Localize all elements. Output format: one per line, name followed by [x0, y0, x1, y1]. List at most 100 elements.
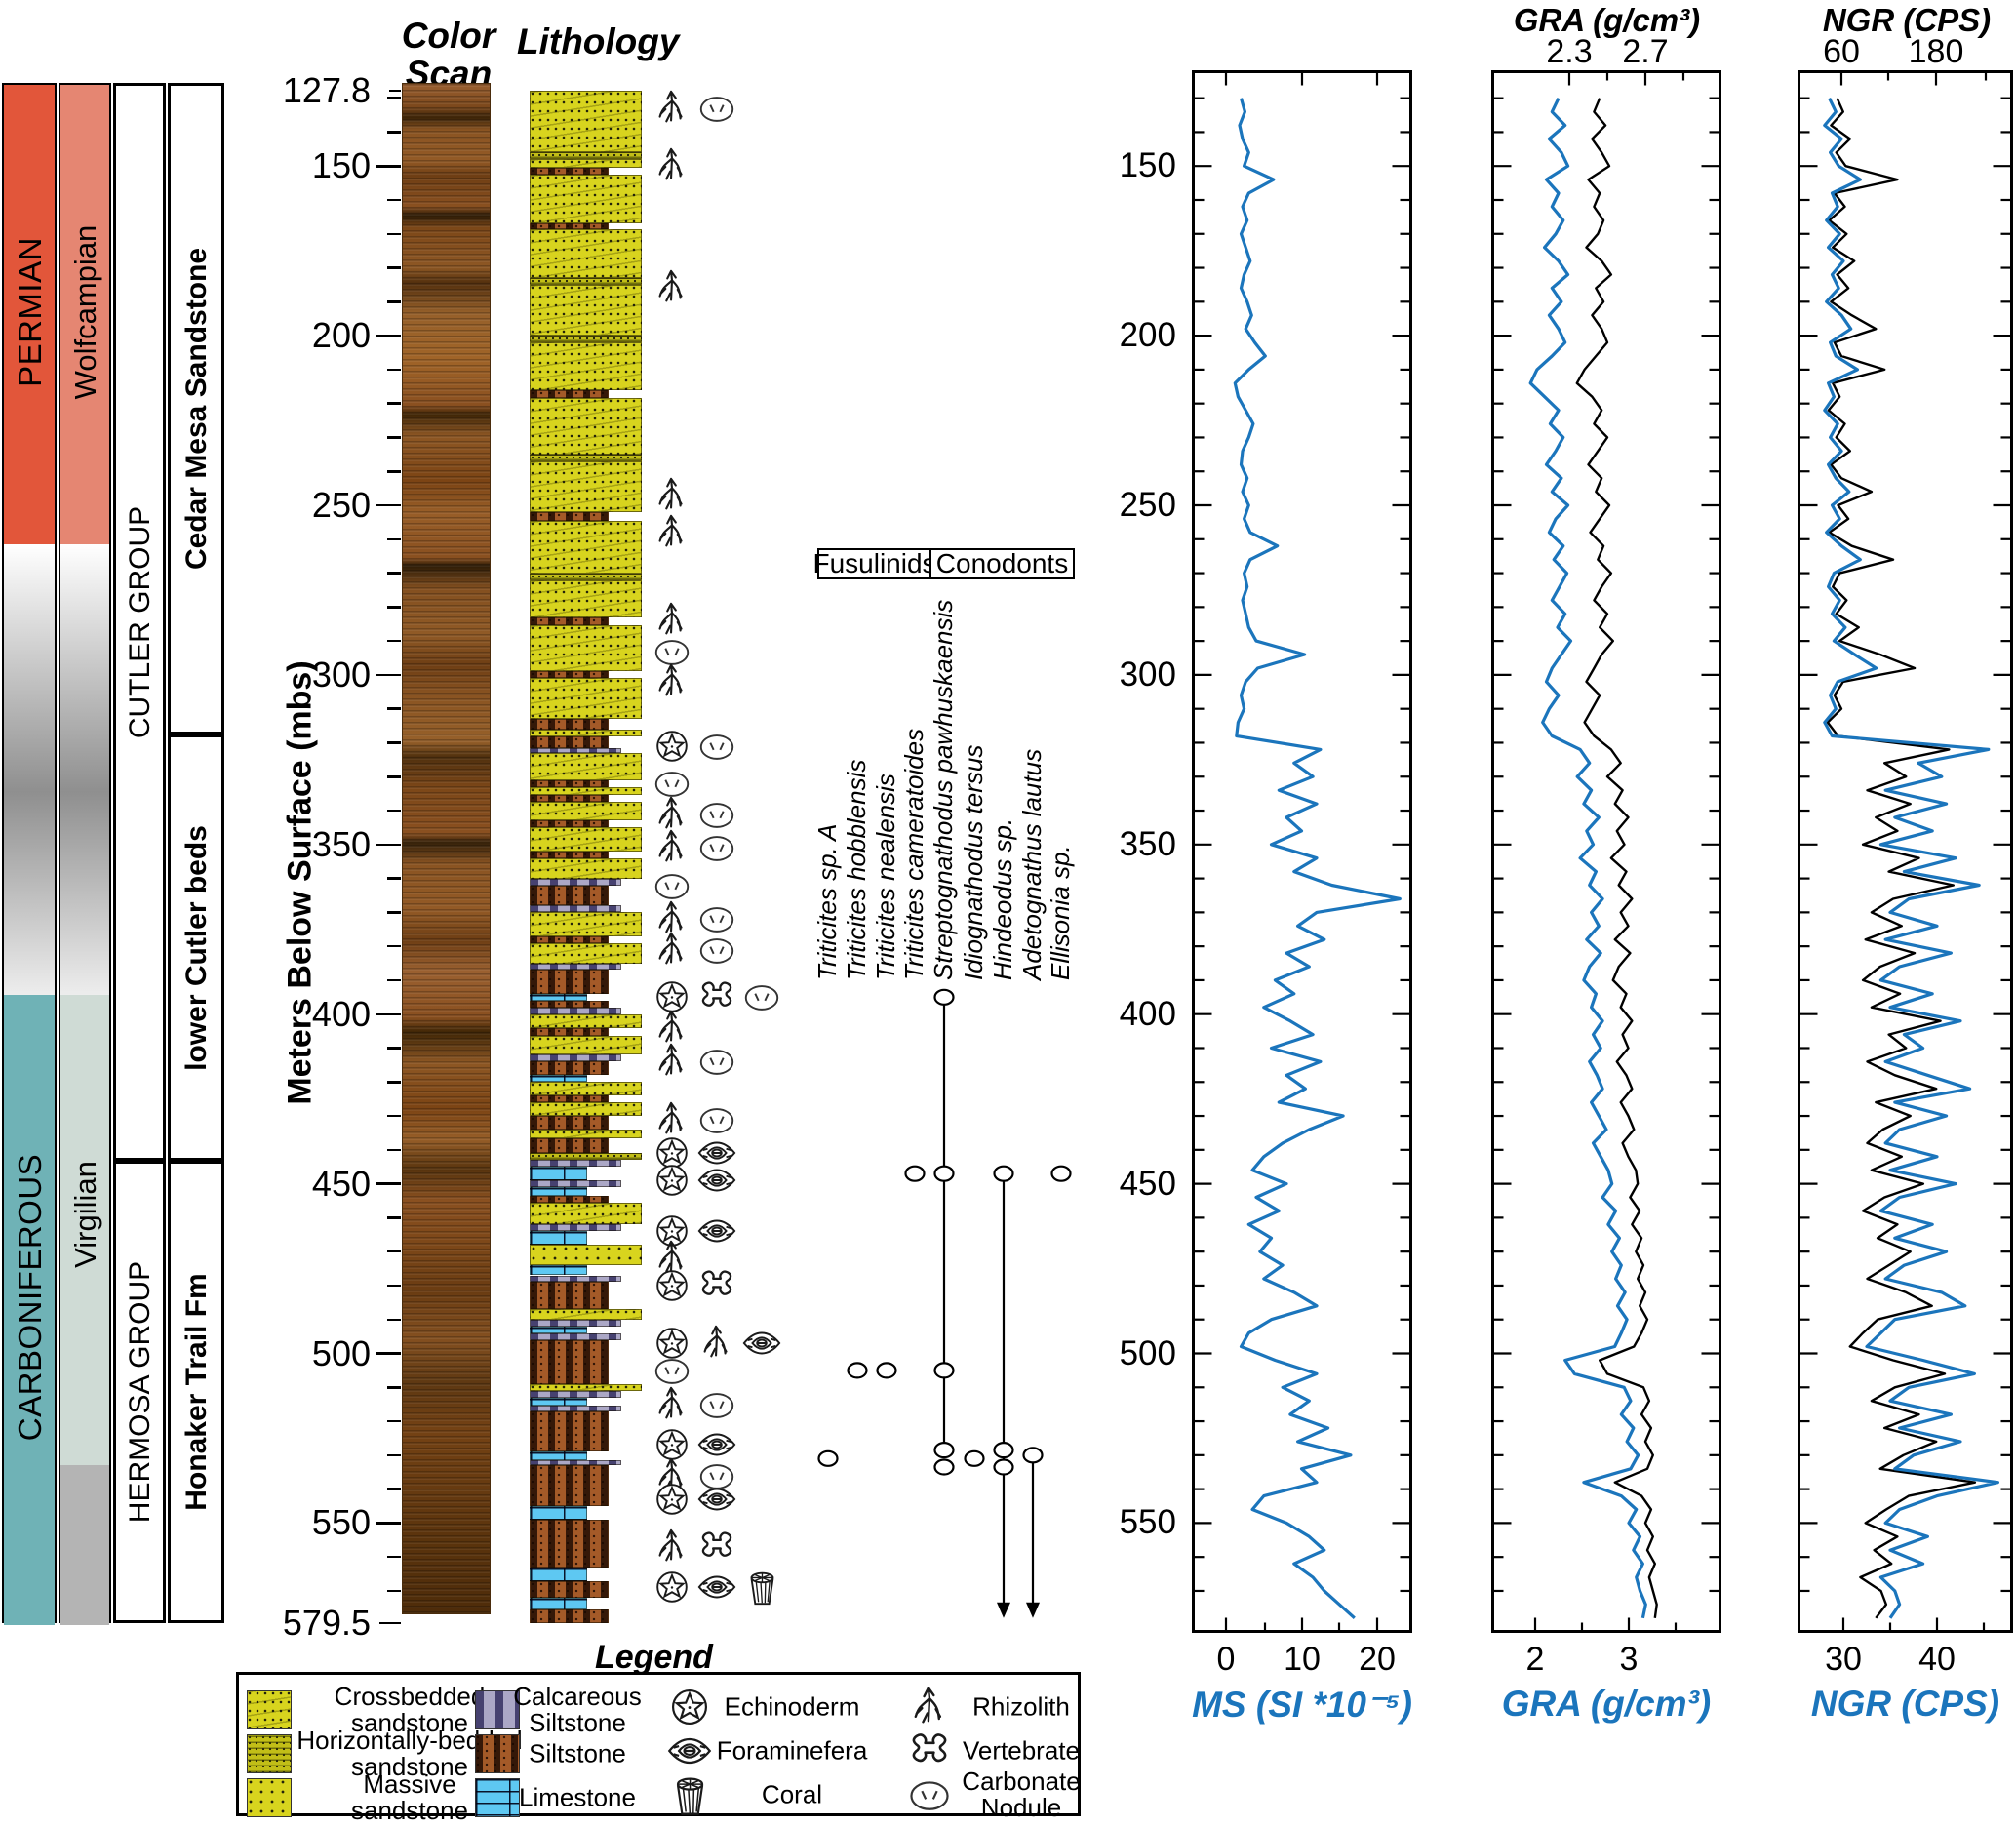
lith-bed-silt [530, 719, 609, 730]
species-label-fusulinid: Triticites cameratoides [899, 728, 929, 980]
lith-bed-xbed [530, 1309, 642, 1320]
depth-tick [387, 775, 401, 778]
legend-title: Legend [595, 1639, 713, 1676]
lith-bed-calc [530, 1406, 621, 1411]
lith-bed-xbed [530, 159, 642, 168]
depth-tick [387, 232, 401, 236]
legend-swatch-massive [247, 1778, 292, 1817]
depth-label: 300 [311, 654, 371, 695]
lith-bed-silt [530, 935, 609, 943]
legend-label: Calcareous Siltstone [513, 1682, 642, 1737]
lith-bed-silt [530, 1339, 609, 1384]
gra-bottom-tick-label: 2 [1525, 1641, 1545, 1678]
legend-label: Coral [761, 1779, 823, 1809]
strat-box-cutler-group [113, 83, 166, 1161]
foraminifera-icon [742, 1331, 781, 1355]
depth-tick [389, 89, 401, 93]
lith-bed-xbed [530, 398, 642, 455]
lith-bed-lime [530, 1075, 587, 1083]
lith-bed-silt [530, 735, 609, 748]
nodule-icon [699, 1392, 734, 1418]
echinoderm-icon [656, 1270, 688, 1301]
depth-tick [387, 1284, 401, 1288]
strat-label-cedar-mesa-sandstone: Cedar Mesa Sandstone [180, 247, 213, 571]
gra-top-axis-title: GRA (g/cm³) [1513, 2, 1701, 38]
depth-tick [376, 503, 401, 507]
depth-tick [387, 1488, 401, 1490]
legend-swatch-lime [475, 1778, 520, 1817]
lith-bed-silt [530, 167, 609, 175]
foraminifera-icon [697, 1169, 736, 1192]
depth-tick [376, 1352, 401, 1355]
lith-bed-xbed [530, 752, 642, 780]
depth-tick [387, 300, 401, 303]
depth-tick [387, 470, 401, 473]
depth-tick [387, 572, 401, 575]
lith-bed-xbed [530, 802, 642, 821]
lithology-header: Lithology [517, 21, 680, 61]
depth-tick [387, 944, 401, 948]
lith-bed-xbed [530, 1383, 642, 1391]
ms-depth-label: 500 [1119, 1333, 1176, 1372]
lith-bed-silt [530, 795, 609, 803]
foraminifera-icon [668, 1737, 711, 1765]
echinoderm-icon [671, 1689, 708, 1725]
depth-tick [387, 911, 401, 914]
nodule-icon [699, 836, 734, 862]
legend-label: Foraminefera [716, 1735, 868, 1766]
depth-label: 450 [311, 1163, 371, 1204]
depth-tick [387, 368, 401, 372]
depth-tick [376, 1522, 401, 1525]
lith-bed-silt [530, 1000, 609, 1008]
ms-depth-label: 450 [1119, 1164, 1176, 1203]
lith-bed-calc [530, 1332, 621, 1340]
lith-bed-calc [530, 1054, 621, 1062]
depth-tick [387, 606, 401, 609]
lith-bed-lime [530, 1231, 587, 1246]
fusulinids-header: Fusulinids [812, 548, 936, 579]
lith-bed-xbed [530, 1202, 642, 1225]
lith-bed-xbed [530, 174, 642, 224]
lith-bed-silt [530, 1580, 609, 1598]
depth-label: 350 [311, 823, 371, 864]
depth-label: 500 [311, 1332, 371, 1373]
lith-bed-hbed [530, 336, 642, 343]
lith-bed-silt [530, 223, 609, 229]
gra-plot [1491, 70, 1721, 1633]
strat-segment [4, 544, 55, 995]
lith-bed-calc [530, 1180, 621, 1188]
ngr-bottom-tick-label: 40 [1918, 1641, 1956, 1678]
ms-depth-label: 250 [1119, 486, 1176, 524]
legend-swatch-hbed [247, 1734, 292, 1773]
depth-tick [376, 673, 401, 677]
lith-bed-silt [530, 1282, 609, 1310]
strat-segment [4, 85, 55, 544]
ms-curve [1233, 98, 1402, 1619]
ms-plot [1192, 70, 1412, 1633]
lith-bed-silt [530, 1116, 609, 1130]
lith-bed-calc [530, 1275, 621, 1283]
lith-bed-silt [530, 1519, 609, 1568]
depth-tick [376, 1182, 401, 1185]
lith-bed-xbed [530, 284, 642, 337]
lith-bed-xbed [530, 1102, 642, 1117]
lith-bed-silt [530, 389, 609, 399]
depth-tick [376, 1012, 401, 1015]
lith-bed-silt [530, 511, 609, 521]
strat-label-hermosa-group: HERMOSA GROUP [124, 1260, 156, 1524]
lith-bed-lime [530, 1397, 587, 1407]
rhizolith-icon [658, 663, 683, 696]
fossil-range-lines [817, 988, 1072, 1618]
depth-tick [387, 1216, 401, 1219]
gra_black-curve [1575, 98, 1658, 1618]
species-label-conodont: Adetognathus lautus [1017, 748, 1047, 980]
depth-label: 200 [311, 315, 371, 356]
core-color-scan-image [402, 83, 491, 1614]
vertebrate-icon [912, 1733, 947, 1763]
nodule-icon [699, 937, 734, 964]
depth-tick [387, 1419, 401, 1423]
strat-label-wolfcampian: Wolfcampian [68, 224, 102, 400]
lith-bed-xbed [530, 1036, 642, 1055]
legend-swatch-calc [475, 1690, 520, 1729]
lith-bed-xbed [530, 912, 642, 936]
